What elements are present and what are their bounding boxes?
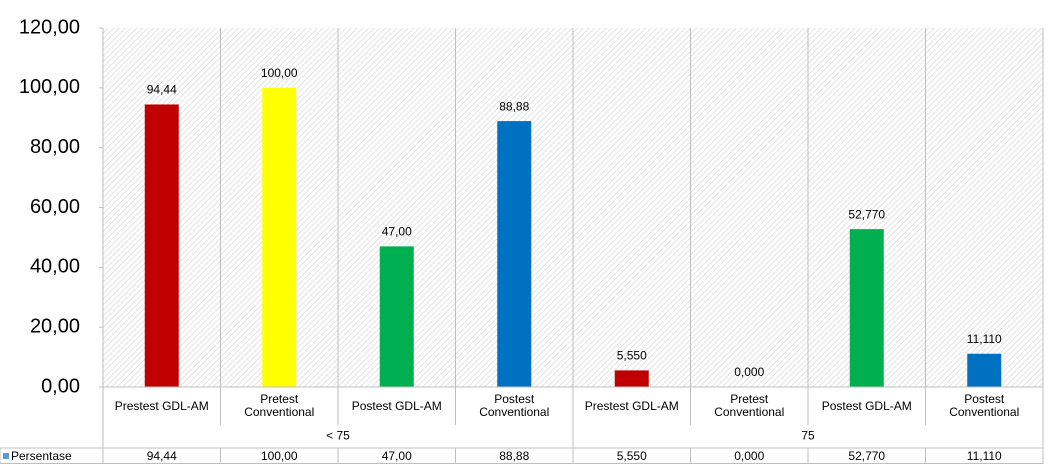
bar xyxy=(967,353,1002,387)
bar xyxy=(144,104,179,387)
table-value: 47,00 xyxy=(382,449,412,463)
value-label: 47,00 xyxy=(382,225,412,239)
value-label: 5,550 xyxy=(617,349,647,363)
table-value: 0,000 xyxy=(734,449,764,463)
table-value: 5,550 xyxy=(617,449,647,463)
legend-key xyxy=(3,453,9,459)
x-tick-label: Postest Conventional xyxy=(949,392,1020,419)
x-tick-label: Pretest Conventional xyxy=(714,392,785,419)
bar xyxy=(379,246,414,387)
y-tick-label: 0,00 xyxy=(41,375,80,397)
value-label: 52,770 xyxy=(848,207,885,221)
value-label: 11,110 xyxy=(967,332,1002,346)
x-tick-label: Prestest GDL-AM xyxy=(584,398,679,413)
x-tick-label: Postest Conventional xyxy=(479,392,550,419)
y-tick-label: 120,00 xyxy=(19,16,80,38)
x-tick-label: Postest GDL-AM xyxy=(351,398,442,413)
value-label: 88,88 xyxy=(499,99,529,113)
y-tick-label: 80,00 xyxy=(30,136,80,158)
table-value: 52,770 xyxy=(848,449,885,463)
x-tick-label: Prestest GDL-AM xyxy=(114,398,209,413)
value-label: 94,44 xyxy=(147,83,177,97)
bar xyxy=(497,121,532,387)
group-label: < 75 xyxy=(326,429,350,443)
y-tick-label: 100,00 xyxy=(19,76,80,98)
y-tick-label: 20,00 xyxy=(30,315,80,337)
y-tick-label: 40,00 xyxy=(30,256,80,278)
table-value: 94,44 xyxy=(147,449,177,463)
table-value: 11,110 xyxy=(967,449,1002,463)
value-label: 0,000 xyxy=(734,365,764,379)
x-tick-label: Pretest Conventional xyxy=(244,392,315,419)
table-value: 88,88 xyxy=(499,449,529,463)
x-tick-label: Postest GDL-AM xyxy=(821,398,912,413)
value-label: 100,00 xyxy=(261,66,298,80)
bar xyxy=(262,87,297,387)
group-label: 75 xyxy=(801,429,815,443)
table-value: 100,00 xyxy=(261,449,298,463)
bar xyxy=(849,229,884,387)
legend-label: Persentase xyxy=(11,449,72,463)
y-tick-label: 60,00 xyxy=(30,196,80,218)
bar xyxy=(614,370,649,387)
